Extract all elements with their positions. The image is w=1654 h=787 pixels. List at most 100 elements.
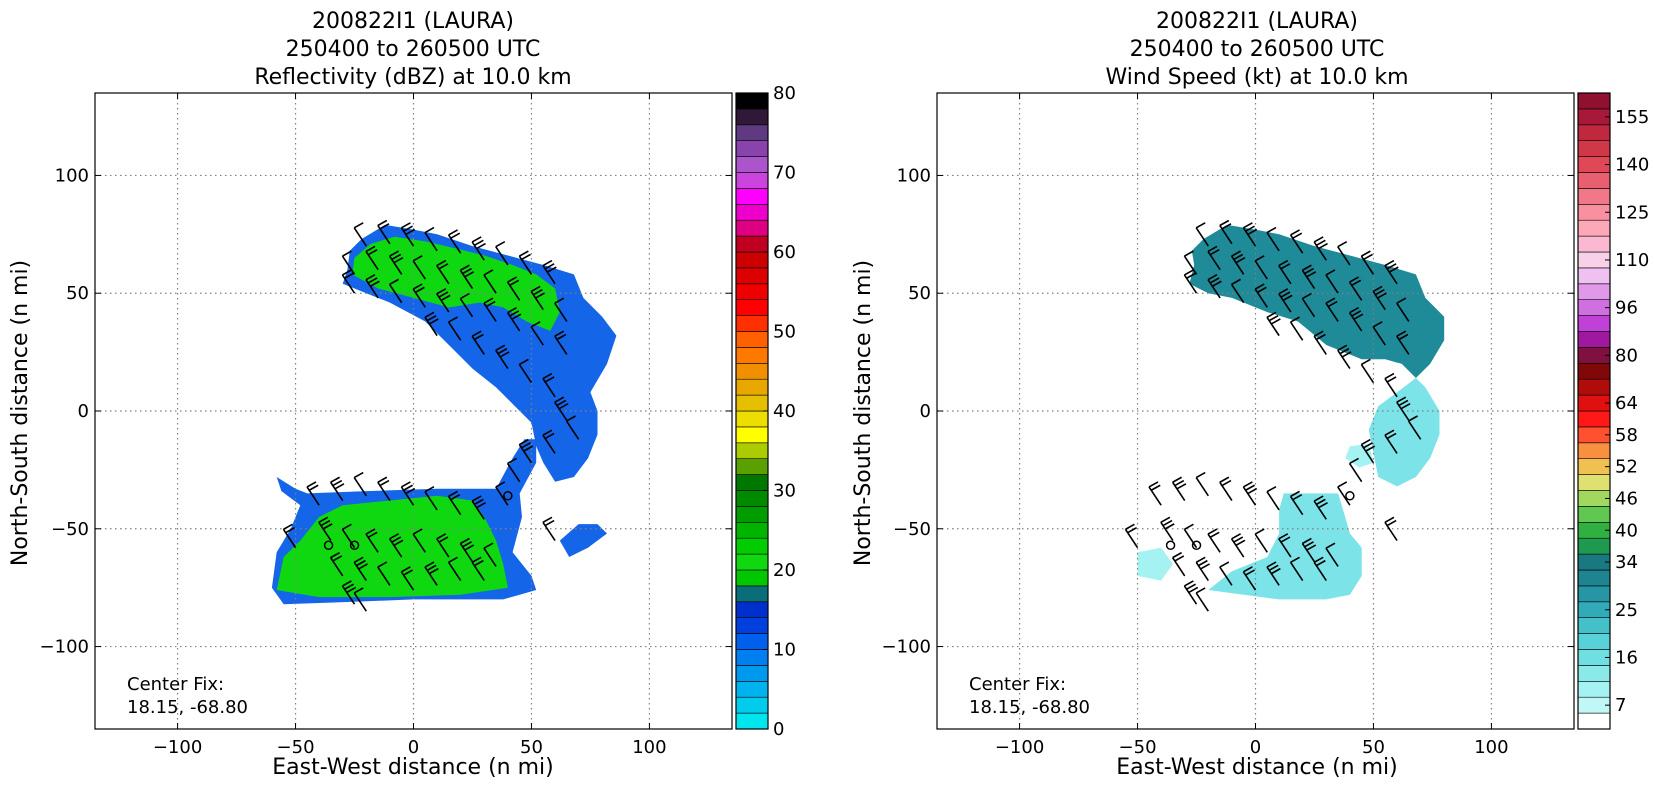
wind-barb xyxy=(1289,490,1304,516)
wind-barb-feather xyxy=(459,292,470,300)
wind-barb xyxy=(471,556,485,582)
wind-barb-staff xyxy=(1195,592,1209,612)
wind-barb-feather xyxy=(353,471,364,479)
wind-barb-feather xyxy=(379,479,390,487)
wind-barb-feather xyxy=(1160,516,1171,523)
wind-barb-feather xyxy=(1268,564,1279,572)
wind-barb xyxy=(1360,438,1376,464)
colorbar-bin xyxy=(735,362,769,380)
wind-barb-feather xyxy=(426,314,437,322)
wind-barb xyxy=(1301,292,1316,318)
colorbar-bin xyxy=(735,188,769,205)
colorbar-bin xyxy=(1577,219,1611,237)
wind-barb xyxy=(282,523,297,549)
colorbar-bin xyxy=(1577,585,1611,603)
wind-barb-staff xyxy=(353,561,367,582)
wind-barb-staff xyxy=(483,274,497,294)
colorbar-bin xyxy=(1577,378,1611,396)
wind-barb-feather xyxy=(1184,523,1194,531)
x-tick-label: −100 xyxy=(153,737,202,758)
wind-barb xyxy=(1325,542,1339,567)
wind-barb-feather xyxy=(1315,333,1326,341)
wind-barb-feather xyxy=(1318,501,1328,509)
wind-barb-staff xyxy=(530,291,544,311)
wind-barb-staff xyxy=(1396,401,1410,421)
colorbar-bin xyxy=(735,680,769,698)
wind-barb-feather xyxy=(495,344,506,352)
colorbar-tick-label: 110 xyxy=(1615,250,1649,271)
wind-barb-feather xyxy=(450,232,461,239)
colorbar-tick-label: 52 xyxy=(1615,457,1638,478)
wind-barb-feather xyxy=(464,544,475,551)
wind-barb-staff xyxy=(1242,227,1257,247)
wind-barb-feather xyxy=(1280,536,1291,543)
wind-barb-feather xyxy=(1377,292,1387,299)
wind-barb xyxy=(1289,229,1304,254)
wind-barb-feather xyxy=(1315,239,1326,246)
wind-barb xyxy=(1195,556,1210,582)
wind-barb-staff xyxy=(1313,335,1327,355)
wind-barb-feather xyxy=(1280,291,1291,298)
wind-barb xyxy=(1242,566,1257,591)
wind-barb-feather xyxy=(476,242,486,250)
wind-barb-staff xyxy=(1219,225,1233,245)
wind-barb-staff xyxy=(495,486,509,506)
wind-barb-feather xyxy=(1318,242,1328,250)
colorbar-bin xyxy=(1577,92,1611,110)
wind-barb xyxy=(1372,321,1386,346)
wind-barb-staff xyxy=(1337,349,1351,370)
wind-barb-feather xyxy=(342,523,352,531)
x-tick-label: 50 xyxy=(520,737,543,758)
wind-barb-feather xyxy=(476,501,486,509)
wind-barb-feather xyxy=(1254,283,1265,290)
wind-barb-feather xyxy=(1231,250,1241,257)
wind-barb-staff xyxy=(388,255,403,275)
wind-barb-feather xyxy=(558,403,569,410)
wind-barb xyxy=(1384,429,1398,454)
wind-barb-staff xyxy=(1171,557,1186,577)
wind-barb-feather xyxy=(495,240,506,248)
wind-barb-feather xyxy=(1207,528,1218,535)
wind-barb-staff xyxy=(1183,585,1198,605)
y-axis-label: North-South distance (n mi) xyxy=(8,260,33,566)
wind-barb-feather xyxy=(1360,438,1371,446)
wind-barb-feather xyxy=(377,476,388,483)
wind-barb-staff xyxy=(1348,281,1363,301)
wind-barb-staff xyxy=(518,255,533,275)
wind-barb-feather xyxy=(369,280,380,287)
wind-barb-feather xyxy=(459,537,470,545)
colorbar-bin xyxy=(735,585,769,603)
wind-barb-staff xyxy=(1230,255,1245,275)
wind-barb xyxy=(1372,285,1387,311)
wind-barb-feather xyxy=(495,481,506,488)
wind-barb-feather xyxy=(1292,493,1303,501)
colorbar-bin xyxy=(735,617,769,634)
wind-barb-feather xyxy=(1278,533,1289,540)
wind-barb xyxy=(1254,283,1268,308)
wind-barb-feather xyxy=(471,495,482,502)
wind-barb-feather xyxy=(485,300,496,308)
wind-speed-plot-area: −100 −50 0 50 100 −100 −50 0 50 100 xyxy=(882,92,1575,758)
colorbar-tick-label: 7 xyxy=(1615,695,1626,716)
wind-barb-staff xyxy=(1171,481,1186,501)
wind-barb-feather xyxy=(1278,288,1289,295)
wind-barb-staff xyxy=(483,302,497,322)
y-tick-label: 50 xyxy=(66,283,89,304)
wind-barb-staff xyxy=(1325,302,1339,322)
wind-barb-feather xyxy=(1363,442,1373,449)
wind-barb-feather xyxy=(322,523,333,530)
wind-barb-feather xyxy=(530,321,541,328)
wind-barb-staff xyxy=(1266,232,1280,252)
colorbar-tick-label: 40 xyxy=(773,401,796,422)
wind-barb-staff xyxy=(447,321,462,341)
wind-barb-feather xyxy=(473,559,484,567)
wind-barb xyxy=(1325,269,1339,294)
wind-barb-staff xyxy=(424,566,438,586)
wind-barb-staff xyxy=(341,528,356,549)
wind-barb xyxy=(388,278,403,304)
wind-barb-staff xyxy=(1325,274,1339,294)
wind-barb-feather xyxy=(1247,487,1258,495)
wind-barb-feather xyxy=(1245,484,1255,491)
wind-barb-staff xyxy=(341,274,356,294)
wind-barb-feather xyxy=(356,559,366,567)
